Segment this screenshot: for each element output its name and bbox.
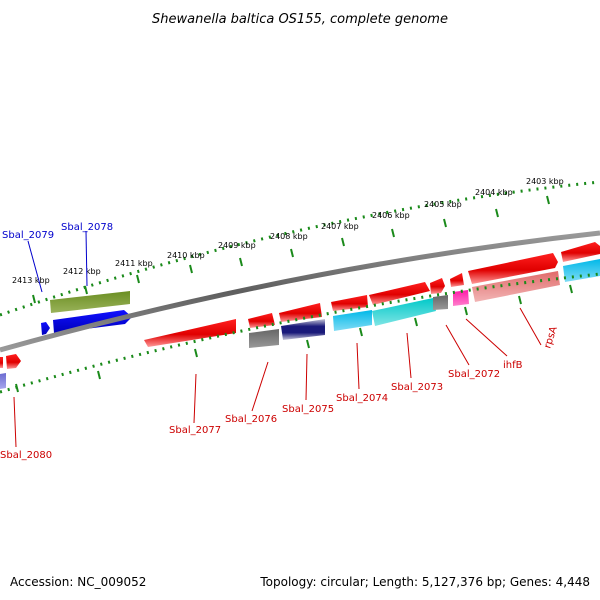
gene-sbal-2078[interactable] <box>50 291 130 313</box>
kbp-label: 2409 kbp <box>218 241 256 250</box>
map-title: Shewanella baltica OS155, complete genom… <box>152 12 448 27</box>
gene-label-sbal-2078[interactable]: Sbal_2078 <box>61 222 113 233</box>
kbp-scale-labels: 2413 kbp 2412 kbp 2411 kbp 2410 kbp 2409… <box>12 177 564 285</box>
gene-rpsa-rev[interactable] <box>472 271 560 302</box>
gene-sbal-2072[interactable] <box>430 278 445 294</box>
kbp-label: 2404 kbp <box>475 188 513 197</box>
kbp-label: 2408 kbp <box>270 232 308 241</box>
gene-ihfb-fwd[interactable] <box>450 273 464 287</box>
kbp-label: 2410 kbp <box>167 251 205 260</box>
gene-label-rpsa[interactable]: rpsA <box>542 325 559 350</box>
gene-rpsa-fwd[interactable] <box>468 253 558 284</box>
gene-sbal-2075[interactable] <box>281 319 325 340</box>
gene-label-sbal-2077[interactable]: Sbal_2077 <box>169 425 221 436</box>
gene-right-cyan[interactable] <box>563 259 600 282</box>
gene-ihfb-rev[interactable] <box>453 290 469 306</box>
gene-labels: Sbal_2079 Sbal_2078 Sbal_2080 Sbal_2077 … <box>0 222 560 461</box>
kbp-label: 2411 kbp <box>115 259 153 268</box>
gene-sbal-2076-a[interactable] <box>248 313 275 328</box>
genome-summary-text: Topology: circular; Length: 5,127,376 bp… <box>259 575 590 589</box>
kbp-label: 2403 kbp <box>526 177 564 186</box>
gene-sbal-2079-small[interactable] <box>41 322 50 335</box>
gene-left-edge[interactable] <box>0 357 3 368</box>
kbp-label: 2407 kbp <box>321 222 359 231</box>
accession-text: Accession: NC_009052 <box>10 575 146 589</box>
gene-label-ihfb[interactable]: ihfB <box>503 360 523 371</box>
forward-genes <box>0 242 600 369</box>
inner-major-ticks <box>15 284 573 393</box>
kbp-label: 2405 kbp <box>424 200 462 209</box>
genome-backbone <box>0 230 600 353</box>
gene-sbal-2080[interactable] <box>0 373 6 389</box>
gene-sbal-2074[interactable] <box>331 295 368 311</box>
outer-major-ticks <box>32 195 550 304</box>
gene-sbal-2076-rev[interactable] <box>249 329 279 348</box>
label-leaders <box>13 230 542 448</box>
gene-label-sbal-2079[interactable]: Sbal_2079 <box>2 230 54 241</box>
gene-sbal-2073-rev[interactable] <box>372 298 436 326</box>
gene-label-sbal-2073[interactable]: Sbal_2073 <box>391 382 443 393</box>
kbp-label: 2412 kbp <box>63 267 101 276</box>
kbp-label: 2413 kbp <box>12 276 50 285</box>
gene-sbal-2073[interactable] <box>369 282 430 305</box>
gene-label-sbal-2080[interactable]: Sbal_2080 <box>0 450 52 461</box>
gene-label-sbal-2076[interactable]: Sbal_2076 <box>225 414 277 425</box>
gene-sbal-2076-b[interactable] <box>279 303 322 322</box>
gene-label-sbal-2072[interactable]: Sbal_2072 <box>448 369 500 380</box>
reverse-genes <box>0 259 600 389</box>
gene-left-red[interactable] <box>6 354 21 369</box>
gene-label-sbal-2074[interactable]: Sbal_2074 <box>336 393 388 404</box>
outer-tick-ring <box>0 180 600 317</box>
gene-sbal-2072-rev[interactable] <box>433 295 448 310</box>
gene-sbal-2074-rev[interactable] <box>333 310 372 331</box>
gene-right-red[interactable] <box>561 242 600 262</box>
gene-sbal-2079[interactable] <box>53 310 132 333</box>
gene-label-sbal-2075[interactable]: Sbal_2075 <box>282 404 334 415</box>
gene-sbal-2077[interactable] <box>144 319 236 347</box>
kbp-label: 2406 kbp <box>372 211 410 220</box>
